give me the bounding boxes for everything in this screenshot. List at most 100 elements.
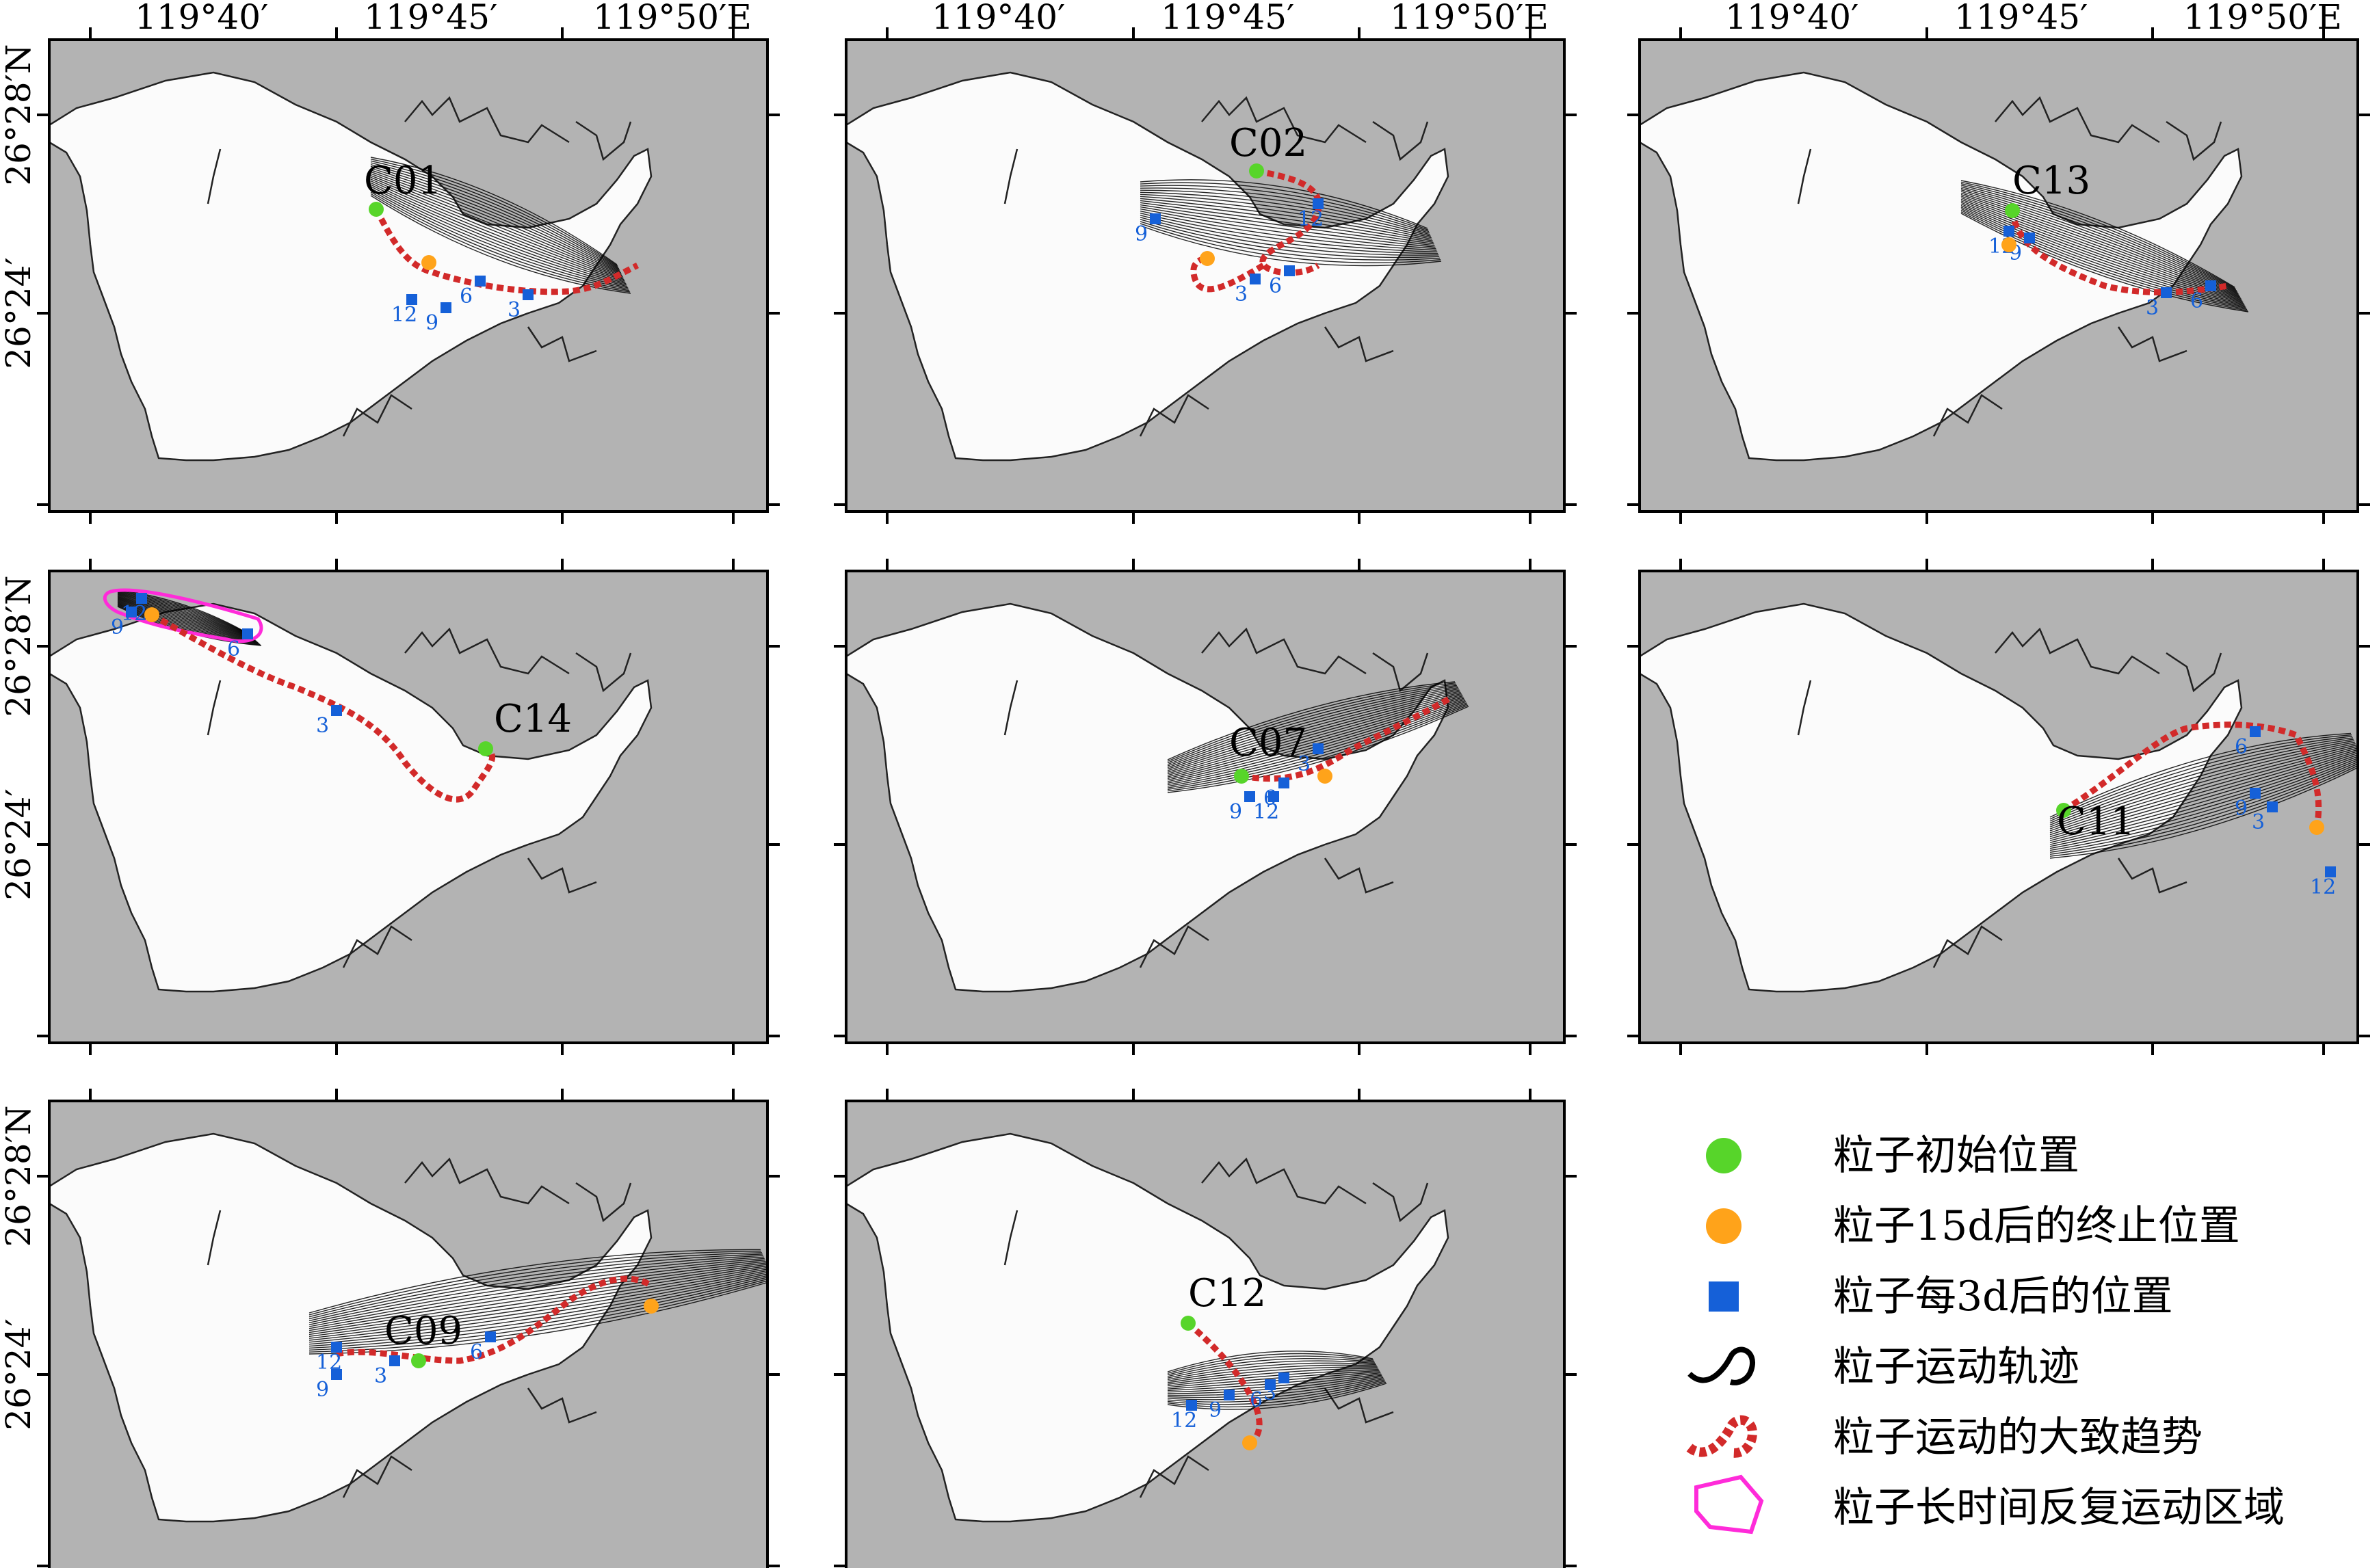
trajectory-line (370, 170, 622, 275)
trajectory-line (1167, 682, 1456, 762)
day-marker (389, 1355, 400, 1366)
lat-tick-label: 26°24′ (0, 257, 38, 369)
panel-c02: 9 3 6 12 C02 119°40′ 119°45′ 119°50′E (834, 0, 1577, 524)
trajectory-line (117, 597, 254, 640)
trajectory-line (1960, 191, 2239, 296)
trajectory-line (1960, 186, 2238, 293)
trend-line (2062, 721, 2322, 828)
trajectory-line (308, 1268, 767, 1339)
trajectory-line (308, 1253, 763, 1320)
black-curve-icon (1687, 1346, 1755, 1385)
trajectory-line (1167, 1357, 1375, 1377)
day-marker (1278, 1372, 1289, 1383)
trajectory-line (1140, 225, 1442, 267)
trajectory-line (308, 1280, 767, 1353)
trajectory-line (1960, 192, 2240, 297)
trajectory-line (117, 598, 255, 641)
legend-item: 粒子运动轨迹 (1687, 1343, 2079, 1391)
day-marker (1244, 791, 1255, 802)
trajectory-line (117, 592, 251, 637)
orange-dot-icon (1706, 1208, 1741, 1244)
trajectory-line (308, 1273, 767, 1345)
station-label: C14 (494, 697, 572, 741)
day-marker (1250, 274, 1261, 284)
basemap (49, 40, 767, 511)
panel-frame (845, 570, 1566, 1044)
legend-item: 粒子长时间反复运动区域 (1694, 1474, 2285, 1534)
final-position (644, 1299, 659, 1314)
trajectory-line (370, 165, 621, 272)
day-marker (2205, 280, 2216, 291)
trajectory-line (2049, 754, 2358, 845)
panel-c07: 36912C07 (834, 559, 1577, 1055)
trajectory-line (2049, 749, 2358, 840)
trajectory-line (308, 1260, 766, 1329)
trajectory-line (1167, 1370, 1380, 1388)
magenta-loop-icon (1694, 1474, 1764, 1534)
initial-position (478, 741, 493, 756)
trajectory-line (117, 595, 252, 638)
trajectory-line (2049, 736, 2352, 822)
trajectory-line (117, 590, 249, 635)
trajectory-line (2049, 750, 2358, 841)
trajectory-line (1960, 207, 2246, 308)
trajectory-line (1960, 183, 2237, 291)
repeat-region (103, 588, 263, 643)
day-marker (136, 593, 147, 604)
basemap (1640, 40, 2358, 511)
lat-tick-label: 26°28′N (0, 575, 38, 717)
trajectory-line (1960, 180, 2235, 288)
initial-position (1181, 1316, 1196, 1331)
trajectory-line (308, 1256, 764, 1323)
day-label: 3 (2252, 810, 2265, 834)
trajectory-line (2049, 759, 2358, 851)
panel-frame (48, 570, 769, 1044)
panel-frame (48, 38, 769, 513)
day-label: 6 (1269, 274, 1282, 298)
trajectory-line (1960, 204, 2246, 307)
initial-position (1249, 163, 1264, 178)
legend-label: 粒子每3d后的位置 (1833, 1273, 2173, 1320)
trajectory-line (2049, 739, 2354, 826)
trajectory-line (117, 600, 257, 641)
trajectory-line (308, 1265, 767, 1336)
trajectory-line (1167, 706, 1469, 793)
trajectory-line (370, 173, 623, 278)
trajectory-line (2049, 741, 2355, 829)
legend-item: 粒子运动的大致趋势 (1686, 1413, 2203, 1461)
day-marker (242, 628, 253, 639)
trajectory-line (2049, 767, 2358, 859)
day-label: 9 (111, 615, 124, 639)
station-label: C01 (364, 159, 442, 203)
day-marker (1265, 1379, 1276, 1390)
trajectory-lines (1167, 1351, 1387, 1410)
trajectory-line (1167, 691, 1461, 775)
trend-line (2009, 210, 2229, 295)
trajectory-line (370, 176, 625, 280)
trajectory-line (1960, 196, 2242, 300)
day-label: 6 (470, 1340, 483, 1364)
trajectory-line (1140, 198, 1433, 241)
lon-tick-label: 119°50′E (593, 0, 752, 37)
trajectory-line (1960, 203, 2245, 306)
trajectory-line (2049, 734, 2352, 820)
day-label: 6 (2235, 735, 2248, 759)
day-label: 6 (2190, 289, 2203, 313)
day-label: 12 (1253, 800, 1279, 824)
day-label: 9 (1209, 1398, 1222, 1422)
trajectory-line (308, 1258, 765, 1325)
trajectory-line (2049, 756, 2358, 847)
trajectory-line (117, 596, 253, 639)
trajectory-line (1960, 185, 2237, 291)
day-label: 12 (1171, 1409, 1197, 1433)
trajectory-line (370, 195, 631, 294)
legend-item: 粒子每3d后的位置 (1709, 1273, 2173, 1320)
trajectory-lines (2049, 732, 2358, 859)
legend-label: 粒子运动的大致趋势 (1833, 1413, 2203, 1461)
day-marker (485, 1331, 496, 1342)
trajectory-line (1960, 189, 2239, 295)
day-marker (475, 276, 486, 287)
trajectory-line (1960, 209, 2248, 310)
trajectory-line (1167, 1364, 1377, 1382)
lon-tick-label: 119°50′E (1390, 0, 1549, 37)
